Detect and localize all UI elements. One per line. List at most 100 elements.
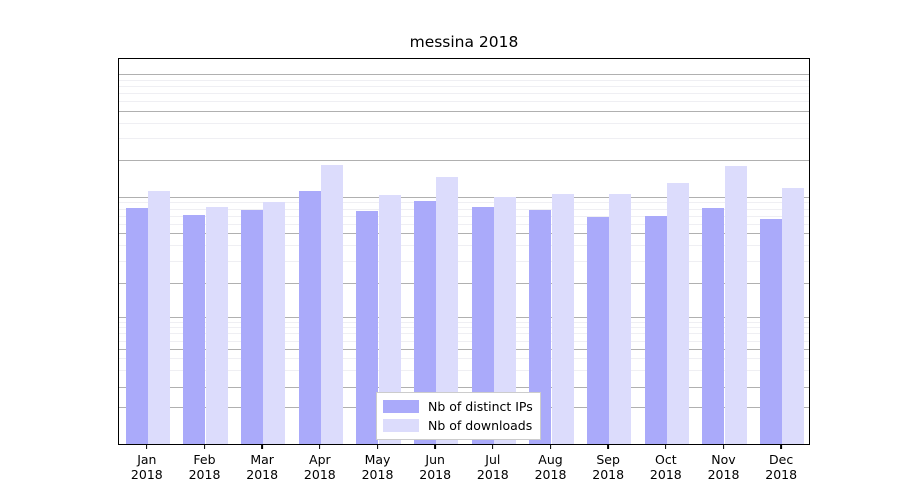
bar-distinct-ips-apr[interactable] bbox=[298, 191, 321, 444]
x-axis-tick: Aug 2018 bbox=[534, 445, 567, 482]
x-axis-tick: Mar 2018 bbox=[246, 445, 278, 482]
plot-area bbox=[118, 58, 810, 445]
gridline-minor bbox=[119, 215, 809, 217]
bar-downloads-may[interactable] bbox=[378, 195, 401, 444]
x-axis-tick-label-month: Sep bbox=[596, 452, 620, 467]
gridline-major bbox=[119, 111, 809, 112]
bar-distinct-ips-jan[interactable] bbox=[125, 207, 148, 444]
legend-item-downloads[interactable]: Nb of downloads bbox=[383, 416, 533, 435]
gridline-minor bbox=[119, 122, 809, 124]
x-axis-tick: Oct 2018 bbox=[650, 445, 682, 482]
x-axis-tick-label-month: Jun bbox=[425, 452, 445, 467]
legend-swatch-icon-distinct-ips bbox=[383, 400, 419, 413]
x-axis-tick-label-year: 2018 bbox=[707, 467, 740, 482]
gridline-major bbox=[119, 317, 809, 318]
bar-distinct-ips-feb[interactable] bbox=[183, 215, 206, 444]
gridline-minor bbox=[119, 358, 809, 360]
gridline-major bbox=[119, 197, 809, 198]
x-axis-tick: Nov 2018 bbox=[707, 445, 740, 482]
bar-distinct-ips-nov[interactable] bbox=[702, 207, 725, 444]
bar-downloads-jul[interactable] bbox=[493, 196, 517, 444]
x-axis-tick-mark bbox=[665, 445, 667, 450]
x-axis-tick-mark bbox=[146, 445, 148, 450]
gridline-major bbox=[119, 74, 809, 75]
x-axis-tick-label-month: Aug bbox=[538, 452, 563, 467]
x-axis-tick-label-year: 2018 bbox=[534, 467, 567, 482]
legend-label-distinct-ips: Nb of distinct IPs bbox=[428, 399, 533, 414]
x-axis-tick-mark bbox=[261, 445, 263, 450]
bar-distinct-ips-jul[interactable] bbox=[471, 207, 494, 444]
x-axis-tick-mark bbox=[722, 445, 725, 450]
bar-distinct-ips-mar[interactable] bbox=[240, 209, 264, 444]
y-axis: 10005002001005020105210 bbox=[0, 58, 118, 445]
bar-downloads-feb[interactable] bbox=[205, 207, 228, 444]
x-axis-tick-mark bbox=[319, 445, 321, 450]
bar-distinct-ips-may[interactable] bbox=[356, 211, 379, 444]
x-axis-tick-label-month: May bbox=[364, 452, 391, 467]
gridline-minor bbox=[119, 138, 809, 140]
gridline-minor bbox=[119, 333, 809, 335]
x-axis-tick: Apr 2018 bbox=[304, 445, 336, 482]
x-axis-tick-mark bbox=[549, 445, 552, 450]
x-axis-tick-mark bbox=[434, 445, 436, 450]
x-axis-tick-label-year: 2018 bbox=[188, 467, 221, 482]
x-axis-tick-mark bbox=[203, 445, 206, 450]
gridline-major bbox=[119, 349, 809, 350]
gridline-minor bbox=[119, 321, 809, 323]
x-axis-tick-label-year: 2018 bbox=[649, 467, 682, 482]
bar-downloads-sep[interactable] bbox=[609, 193, 632, 444]
bar-downloads-aug[interactable] bbox=[551, 194, 574, 444]
bar-distinct-ips-sep[interactable] bbox=[586, 216, 610, 444]
x-axis-tick: Dec 2018 bbox=[765, 445, 797, 482]
legend-swatch-icon-downloads bbox=[383, 419, 419, 432]
gridline-minor bbox=[119, 327, 809, 329]
gridline-major bbox=[119, 283, 809, 284]
gridline-minor bbox=[119, 245, 809, 247]
legend-item-distinct-ips[interactable]: Nb of distinct IPs bbox=[383, 397, 533, 416]
bar-downloads-nov[interactable] bbox=[724, 166, 747, 444]
x-axis-tick: Jul 2018 bbox=[477, 445, 509, 482]
chart-title: messina 2018 bbox=[409, 33, 519, 51]
bar-distinct-ips-aug[interactable] bbox=[529, 209, 552, 444]
x-axis-tick-label-year: 2018 bbox=[419, 467, 452, 482]
bar-distinct-ips-dec[interactable] bbox=[759, 219, 783, 444]
legend-label-downloads: Nb of downloads bbox=[428, 418, 533, 433]
x-axis-tick-label-month: Jul bbox=[485, 452, 501, 467]
bar-downloads-dec[interactable] bbox=[782, 187, 805, 444]
x-axis-tick-label-month: Dec bbox=[769, 452, 794, 467]
gridline-major bbox=[119, 233, 809, 234]
gridline-major bbox=[119, 160, 809, 161]
x-axis-tick-label-month: Nov bbox=[711, 452, 736, 467]
x-axis-tick-label-year: 2018 bbox=[476, 467, 509, 482]
bar-downloads-oct[interactable] bbox=[666, 183, 690, 444]
bar-downloads-mar[interactable] bbox=[263, 201, 286, 444]
chart-legend: Nb of distinct IPs Nb of downloads bbox=[376, 392, 541, 440]
gridline-major bbox=[119, 387, 809, 388]
gridline-minor bbox=[119, 340, 809, 342]
x-axis-tick-mark bbox=[607, 445, 609, 450]
gridline-minor bbox=[119, 223, 809, 225]
x-axis-tick-label-year: 2018 bbox=[361, 467, 394, 482]
x-axis-tick-label-month: Oct bbox=[655, 452, 677, 467]
bar-distinct-ips-oct[interactable] bbox=[644, 215, 667, 444]
x-axis-tick: Sep 2018 bbox=[592, 445, 624, 482]
x-axis-tick-label-month: Mar bbox=[250, 452, 274, 467]
x-axis-tick-mark bbox=[780, 445, 782, 450]
x-axis-tick: Jan 2018 bbox=[131, 445, 163, 482]
x-axis-tick-label-year: 2018 bbox=[303, 467, 336, 482]
bar-distinct-ips-jun[interactable] bbox=[413, 201, 437, 444]
x-axis-tick-label-year: 2018 bbox=[246, 467, 279, 482]
x-axis-tick: May 2018 bbox=[361, 445, 394, 482]
bar-downloads-jun[interactable] bbox=[436, 177, 459, 444]
gridline-minor bbox=[119, 101, 809, 103]
gridline-minor bbox=[119, 79, 809, 81]
x-axis-tick-label-month: Apr bbox=[309, 452, 331, 467]
x-axis-tick-label-month: Jan bbox=[137, 452, 157, 467]
bar-downloads-apr[interactable] bbox=[320, 165, 344, 444]
gridline-minor bbox=[119, 202, 809, 204]
gridline-minor bbox=[119, 85, 809, 87]
x-axis-tick-label-year: 2018 bbox=[765, 467, 798, 482]
x-axis-tick-mark bbox=[376, 445, 379, 450]
bar-downloads-jan[interactable] bbox=[147, 190, 171, 444]
x-axis-tick-mark bbox=[492, 445, 494, 450]
